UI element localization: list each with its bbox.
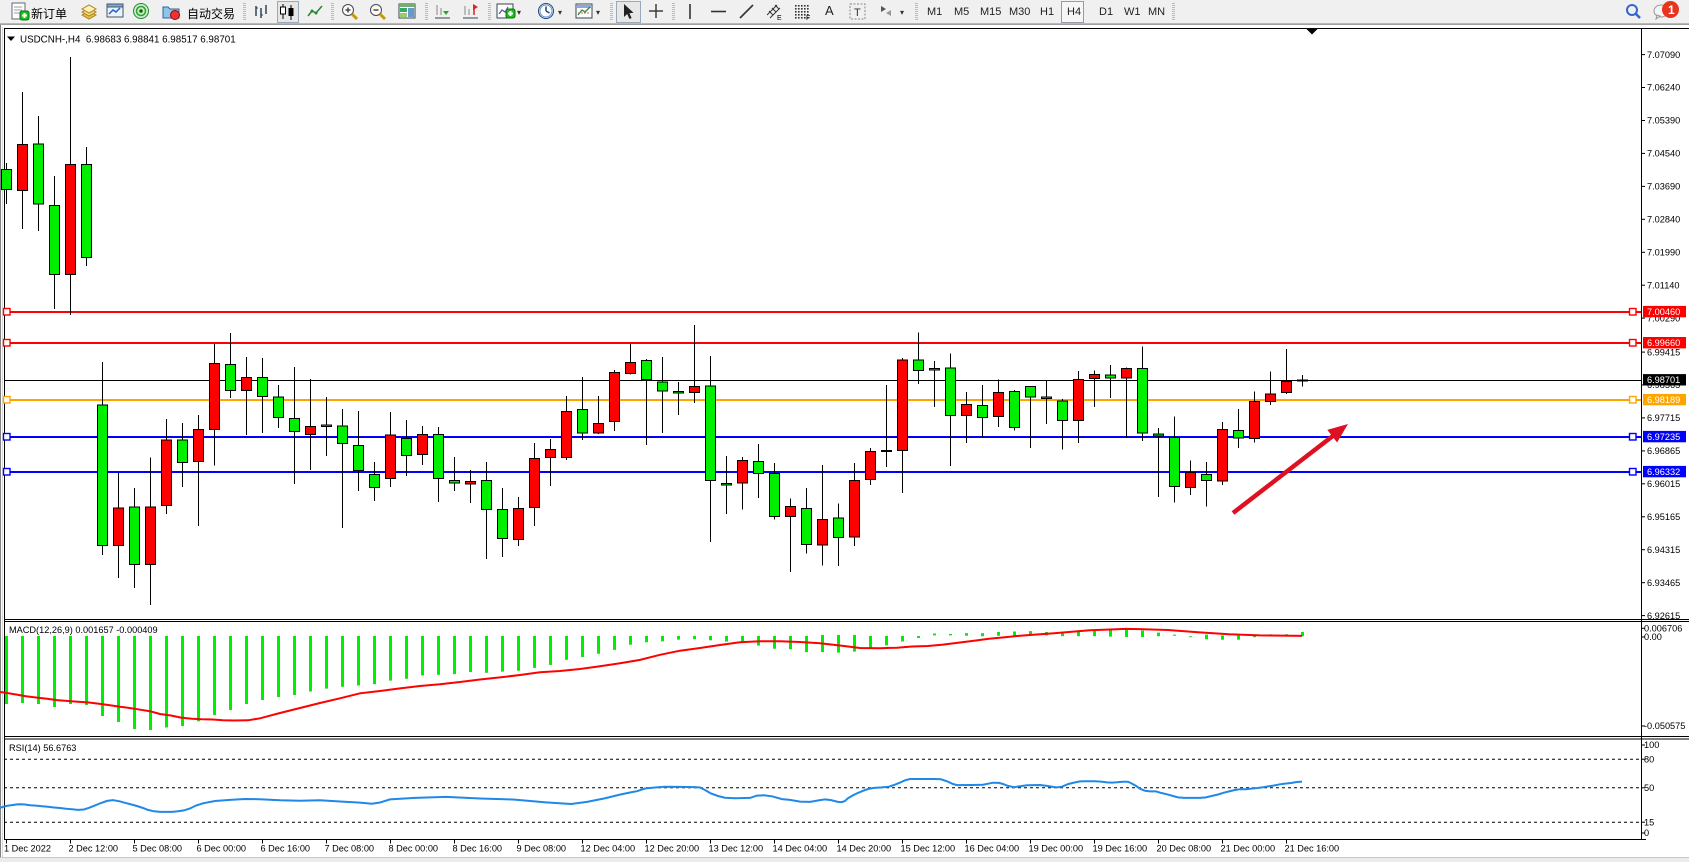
svg-text:6.98189: 6.98189: [1647, 395, 1680, 405]
svg-text:USDCNH-,H4 6.98683 6.98841 6.: USDCNH-,H4 6.98683 6.98841 6.98517 6.987…: [20, 35, 236, 46]
svg-text:7.07090: 7.07090: [1647, 50, 1680, 60]
svg-text:19 Dec 00:00: 19 Dec 00:00: [1029, 844, 1084, 854]
svg-text:6.92615: 6.92615: [1647, 611, 1680, 621]
svg-text:14 Dec 20:00: 14 Dec 20:00: [837, 844, 892, 854]
svg-text:6.97235: 6.97235: [1647, 432, 1680, 442]
svg-text:20 Dec 08:00: 20 Dec 08:00: [1157, 844, 1212, 854]
svg-text:6 Dec 16:00: 6 Dec 16:00: [261, 844, 311, 854]
svg-text:7.00290: 7.00290: [1647, 313, 1680, 323]
svg-text:7.04540: 7.04540: [1647, 149, 1680, 159]
svg-text:12 Dec 20:00: 12 Dec 20:00: [645, 844, 700, 854]
svg-text:15: 15: [1644, 817, 1654, 827]
svg-text:9 Dec 08:00: 9 Dec 08:00: [517, 844, 567, 854]
svg-text:1 Dec 2022: 1 Dec 2022: [4, 844, 51, 854]
svg-text:6.93465: 6.93465: [1647, 578, 1680, 588]
svg-text:6.96015: 6.96015: [1647, 479, 1680, 489]
svg-text:15 Dec 12:00: 15 Dec 12:00: [901, 844, 956, 854]
svg-text:13 Dec 12:00: 13 Dec 12:00: [709, 844, 764, 854]
svg-text:16 Dec 04:00: 16 Dec 04:00: [965, 844, 1020, 854]
svg-text:E: E: [777, 15, 782, 22]
svg-text:6.99415: 6.99415: [1647, 347, 1680, 357]
svg-text:5 Dec 08:00: 5 Dec 08:00: [133, 844, 183, 854]
svg-text:14 Dec 04:00: 14 Dec 04:00: [773, 844, 828, 854]
svg-text:7.03690: 7.03690: [1647, 182, 1680, 192]
svg-text:0.006706: 0.006706: [1644, 624, 1682, 634]
svg-text:7.01990: 7.01990: [1647, 248, 1680, 258]
svg-text:RSI(14) 56.6763: RSI(14) 56.6763: [9, 743, 76, 753]
svg-text:F: F: [806, 15, 810, 22]
svg-text:12 Dec 04:00: 12 Dec 04:00: [581, 844, 636, 854]
svg-text:21 Dec 16:00: 21 Dec 16:00: [1285, 844, 1340, 854]
svg-text:0.00: 0.00: [1644, 632, 1662, 642]
svg-text:T: T: [854, 7, 861, 19]
svg-text:7.00460: 7.00460: [1647, 307, 1680, 317]
svg-text:8 Dec 00:00: 8 Dec 00:00: [389, 844, 439, 854]
svg-text:6.97715: 6.97715: [1647, 413, 1680, 423]
svg-text:MACD(12,26,9) 0.001657 -0.0004: MACD(12,26,9) 0.001657 -0.000409: [9, 625, 158, 635]
svg-text:8 Dec 16:00: 8 Dec 16:00: [453, 844, 503, 854]
svg-text:6 Dec 00:00: 6 Dec 00:00: [197, 844, 247, 854]
svg-text:7.01140: 7.01140: [1647, 280, 1680, 290]
svg-text:80: 80: [1644, 754, 1654, 764]
svg-text:6.96865: 6.96865: [1647, 446, 1680, 456]
svg-text:21 Dec 00:00: 21 Dec 00:00: [1221, 844, 1276, 854]
svg-text:100: 100: [1644, 740, 1659, 750]
svg-text:50: 50: [1644, 783, 1654, 793]
svg-text:2 Dec 12:00: 2 Dec 12:00: [69, 844, 119, 854]
svg-text:0: 0: [1644, 828, 1649, 838]
svg-text:7.02840: 7.02840: [1647, 215, 1680, 225]
svg-text:6.95165: 6.95165: [1647, 512, 1680, 522]
svg-text:7.05390: 7.05390: [1647, 116, 1680, 126]
svg-text:6.98701: 6.98701: [1647, 375, 1680, 385]
svg-text:7 Dec 08:00: 7 Dec 08:00: [325, 844, 375, 854]
svg-text:-0.050575: -0.050575: [1644, 721, 1685, 731]
svg-text:19 Dec 16:00: 19 Dec 16:00: [1093, 844, 1148, 854]
svg-text:6.99660: 6.99660: [1647, 338, 1680, 348]
svg-text:6.96332: 6.96332: [1647, 467, 1680, 477]
svg-text:7.06240: 7.06240: [1647, 83, 1680, 93]
svg-text:6.94315: 6.94315: [1647, 545, 1680, 555]
